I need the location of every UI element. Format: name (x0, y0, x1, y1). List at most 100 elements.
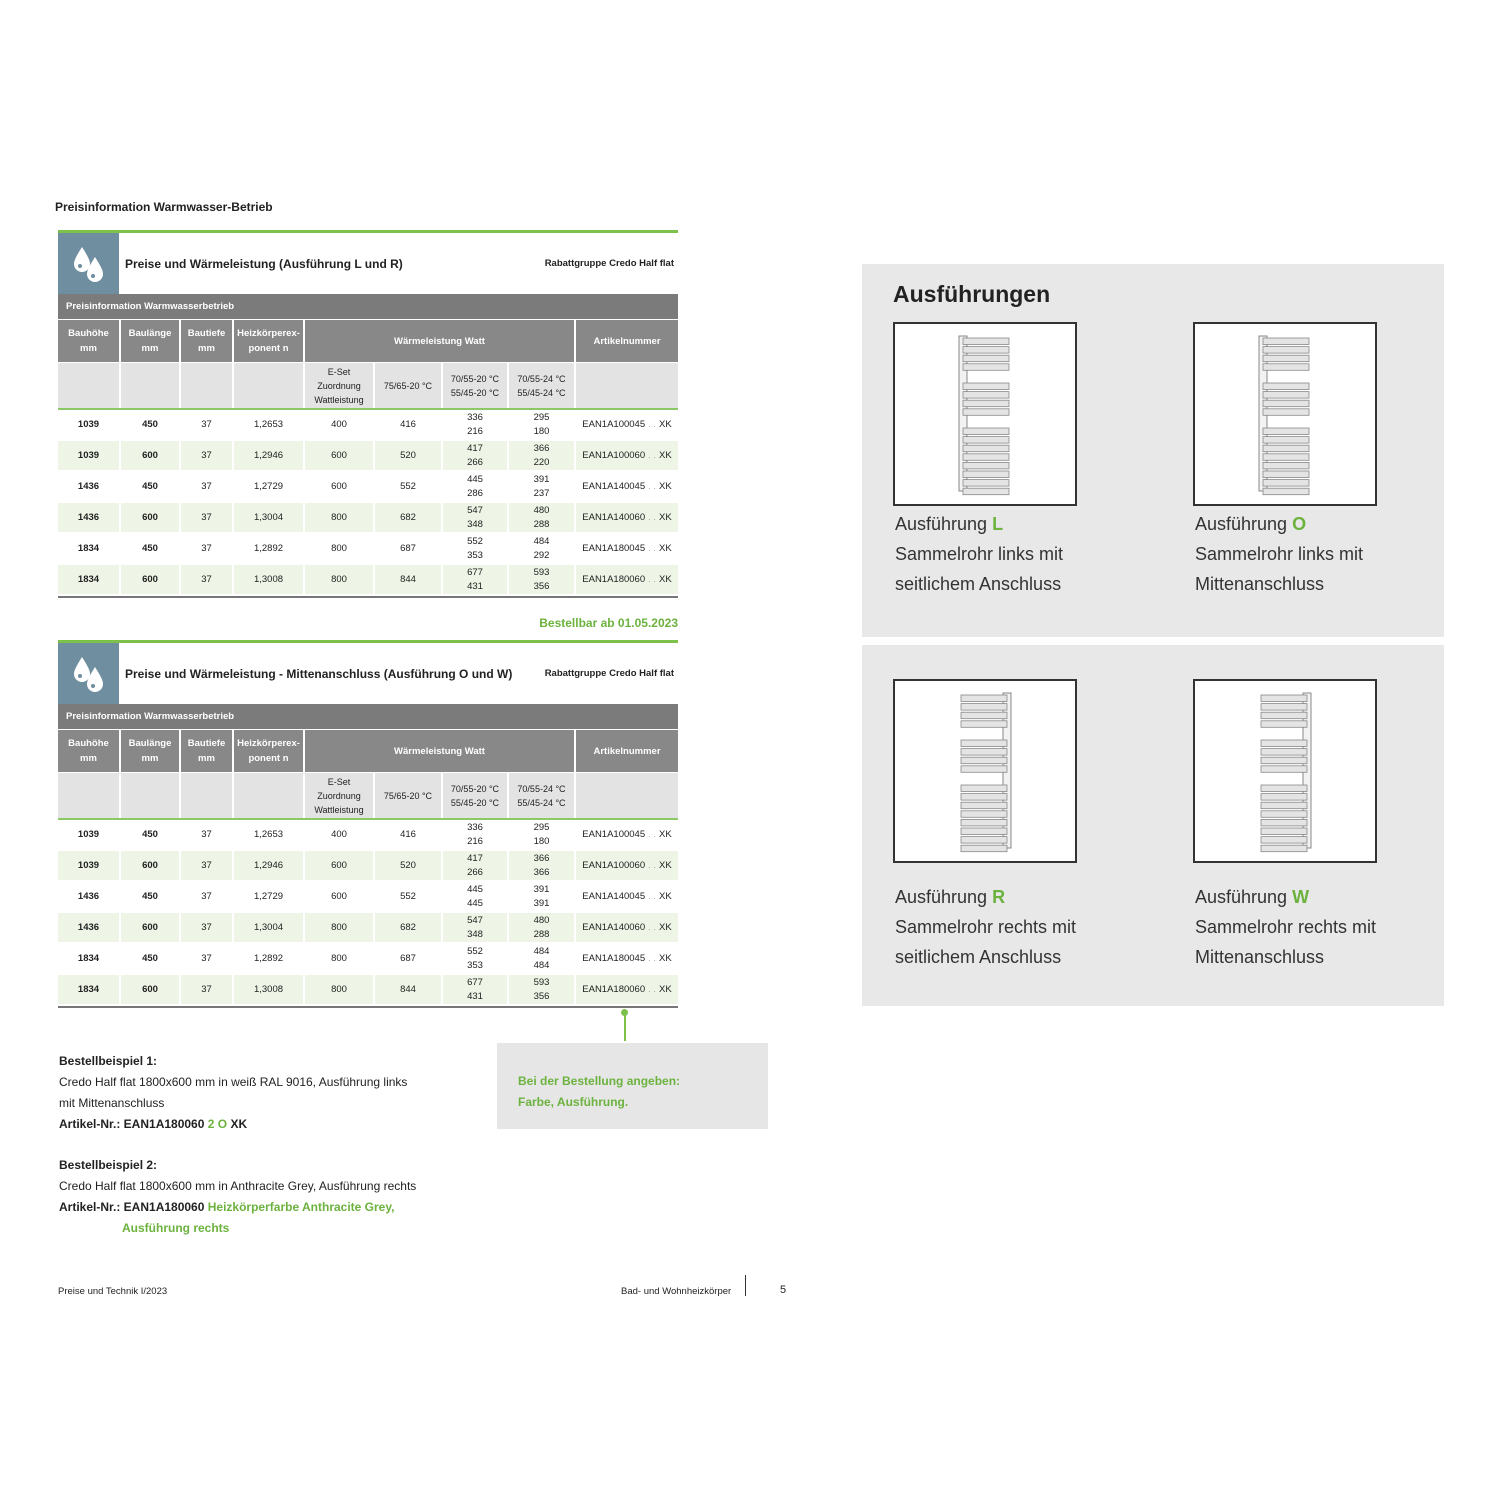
radiator-bar (960, 748, 1008, 756)
cell-eset: 400 (305, 410, 373, 441)
cell-w70: 547 348 (443, 503, 507, 534)
cell-75-65: 416 (375, 820, 441, 851)
cell-bautiefe: 37 (181, 913, 232, 944)
table-title-row: Preise und Wärmeleistung - Mittenanschlu… (58, 643, 678, 704)
radiator-bar (1262, 399, 1310, 408)
table-bottom-line (58, 596, 678, 598)
footer-center: Bad- und Wohnheizkörper (621, 1286, 732, 1297)
cell-eset: 600 (305, 851, 373, 882)
table-row: 1834 600 37 1,3008 800 844 677 431 593 356 EAN1A18… (58, 975, 678, 1006)
col-baulaenge: Baulänge mm (121, 320, 179, 362)
value-bottom: 216 (467, 835, 483, 847)
note-line-2: Farbe, Ausführung. (518, 1095, 629, 1109)
variant-label-w: Ausführung W Sammelrohr rechts mit Mittena… (1195, 882, 1376, 972)
cell-exponent: 1,2729 (234, 882, 303, 913)
order-note-box: Bei der Bestellung angeben: Farbe, Ausfü… (497, 1043, 768, 1129)
cell-baulaenge: 600 (121, 503, 179, 534)
variant-desc-1: Sammelrohr links mit (895, 544, 1064, 564)
cell-exponent: 1,2892 (234, 944, 303, 975)
article-placeholder: . . (648, 511, 657, 523)
cell-artikelnummer: EAN1A180060. . XK (576, 975, 678, 1006)
article-suffix: XK (659, 480, 672, 492)
value-top: 366 (533, 442, 550, 454)
sub-75-65: 75/65-20 °C (375, 363, 441, 408)
cell-w70: 677 431 (443, 565, 507, 596)
cell-bautiefe: 37 (181, 851, 232, 882)
variant-name: Ausführung W (1195, 882, 1376, 912)
table-header-row: Bauhöhe mm Baulänge mm Bautiefe mm Heizkörp… (58, 729, 678, 772)
cell-baulaenge: 600 (121, 851, 179, 882)
cell-75-65: 520 (375, 441, 441, 472)
connector-line (624, 1013, 626, 1041)
subheader-empty (576, 773, 678, 818)
table-row: 1834 600 37 1,3008 800 844 677 431 593 356 EAN1A18… (58, 565, 678, 596)
subheader-empty (58, 363, 119, 408)
variant-name: Ausführung O (1195, 509, 1363, 539)
radiator-bar (1262, 436, 1310, 444)
footer-left: Preise und Technik I/2023 (58, 1286, 168, 1297)
cell-75-65: 687 (375, 944, 441, 975)
radiator-bar (1260, 756, 1308, 765)
article-number: EAN1A180045 (582, 542, 646, 554)
radiator-image-r (893, 679, 1077, 863)
subheader-empty (234, 363, 303, 408)
variant-desc-1: Sammelrohr rechts mit (1195, 917, 1377, 937)
value-top: 445 (467, 473, 483, 485)
cell-exponent: 1,2729 (234, 472, 303, 503)
table-band: Preisinformation Warmwasserbetrieb (58, 294, 678, 319)
variant-letter: L (992, 514, 1004, 534)
value-bottom: 286 (467, 487, 483, 499)
value-bottom: 484 (533, 959, 550, 971)
radiator-bar (1260, 801, 1308, 810)
variant-name: Ausführung R (895, 882, 1076, 912)
cell-bauhoehe: 1834 (58, 944, 119, 975)
radiator-image-o (1193, 322, 1377, 506)
col-bautiefe: Bautiefe mm (181, 320, 232, 362)
cell-w70: 336 216 (443, 820, 507, 851)
cell-bautiefe: 37 (181, 975, 232, 1006)
section-title: Preisinformation Warmwasser-Betrieb (55, 200, 273, 214)
col-bauhoehe: Bauhöhe mm (58, 320, 119, 362)
col-artikelnummer: Artikelnummer (576, 320, 678, 362)
radiator-bar (1262, 337, 1310, 345)
radiator-bar (962, 391, 1010, 399)
variant-desc-2: Mittenanschluss (1195, 574, 1325, 594)
article-suffix: XK (659, 573, 672, 585)
example-line: mit Mittenanschluss (59, 1096, 165, 1110)
cell-bauhoehe: 1436 (58, 503, 119, 534)
table-row: 1039 450 37 1,2653 400 416 336 216 295 180 EAN1A10… (58, 410, 678, 441)
table-row: 1834 450 37 1,2892 800 687 552 353 484 484 EAN1A18… (58, 944, 678, 975)
cell-75-65: 844 (375, 565, 441, 596)
cell-w70: 417 266 (443, 441, 507, 472)
table-title: Preise und Wärmeleistung (Ausführung L u… (125, 257, 403, 271)
article-number: EAN1A140045 (582, 480, 646, 492)
cell-artikelnummer: EAN1A140060. . XK (576, 913, 678, 944)
radiator-bar (960, 703, 1008, 711)
water-drops-icon (58, 233, 119, 294)
cell-eset: 600 (305, 882, 373, 913)
article-suffix: XK (659, 983, 672, 995)
cell-w24: 391 237 (509, 472, 574, 503)
col-baulaenge: Baulänge mm (121, 730, 179, 772)
radiator-bar (1262, 354, 1310, 363)
article-placeholder: . . (648, 542, 657, 554)
radiator-bar (1262, 391, 1310, 399)
article-number: EAN1A140045 (582, 890, 646, 902)
col-exponent: Heizkörperex- ponent n (234, 730, 303, 772)
value-top: 295 (533, 411, 550, 423)
radiator-bar (1260, 784, 1308, 792)
table-row: 1436 450 37 1,2729 600 552 445 286 391 237 EAN1A14… (58, 472, 678, 503)
value-top: 391 (533, 473, 550, 485)
table-row: 1039 600 37 1,2946 600 520 417 266 366 220 EAN1A10… (58, 441, 678, 472)
value-top: 417 (467, 442, 483, 454)
table-row: 1834 450 37 1,2892 800 687 552 353 484 292 EAN1A18… (58, 534, 678, 565)
cell-w70: 336 216 (443, 410, 507, 441)
cell-w24: 484 484 (509, 944, 574, 975)
table-top-line (58, 230, 678, 233)
value-top: 547 (467, 504, 483, 516)
cell-exponent: 1,2653 (234, 410, 303, 441)
cell-baulaenge: 450 (121, 410, 179, 441)
cell-75-65: 552 (375, 882, 441, 913)
value-top: 336 (467, 411, 483, 423)
cell-bautiefe: 37 (181, 410, 232, 441)
